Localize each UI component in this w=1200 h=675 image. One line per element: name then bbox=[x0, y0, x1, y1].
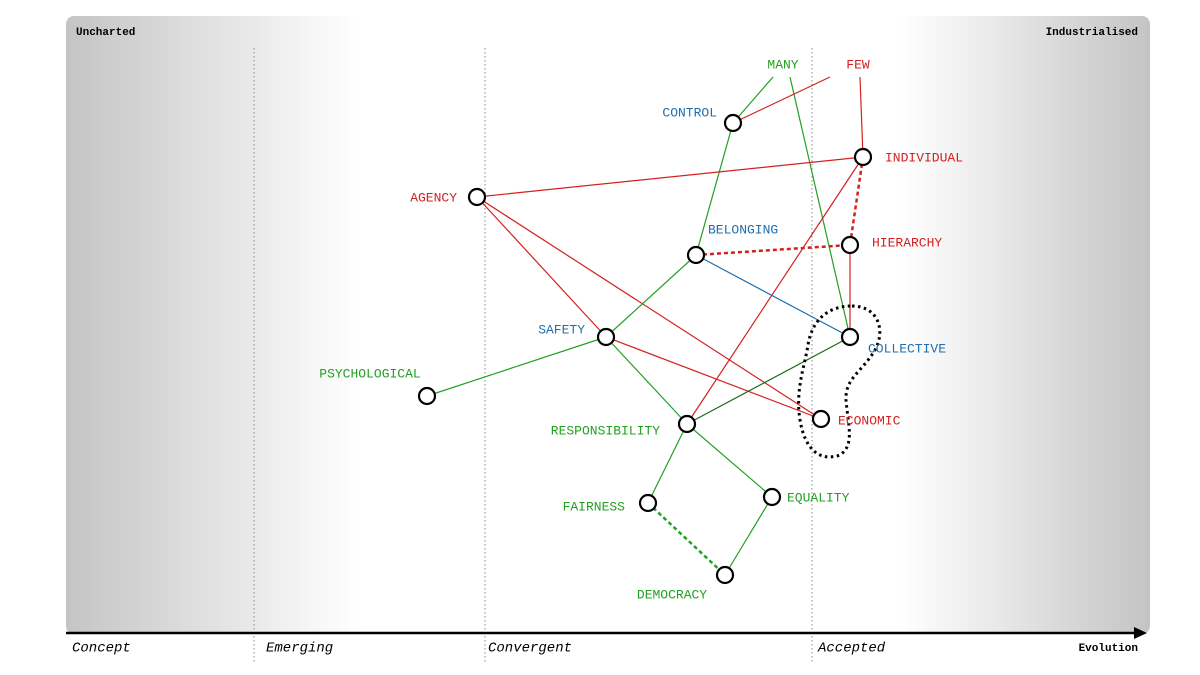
node-label: ECONOMIC bbox=[838, 413, 901, 428]
connector bbox=[732, 76, 774, 124]
connector bbox=[789, 76, 851, 338]
stage-label: Convergent bbox=[488, 641, 572, 657]
node bbox=[723, 113, 743, 133]
axis-arrow bbox=[1134, 627, 1147, 639]
node-label: CONTROL bbox=[662, 105, 717, 120]
node bbox=[417, 386, 437, 406]
stage-label: Emerging bbox=[266, 641, 333, 657]
corner-label: Uncharted bbox=[76, 27, 135, 39]
node bbox=[715, 565, 735, 585]
connector bbox=[476, 196, 822, 420]
map-background bbox=[66, 16, 1150, 634]
connector bbox=[647, 423, 688, 504]
node-label: DEMOCRACY bbox=[637, 587, 707, 602]
node bbox=[762, 487, 782, 507]
connector bbox=[605, 336, 822, 420]
node-label: EQUALITY bbox=[787, 490, 850, 505]
connector bbox=[732, 76, 831, 124]
stage-label: Concept bbox=[72, 641, 131, 657]
connector bbox=[476, 156, 864, 198]
node bbox=[686, 245, 706, 265]
node bbox=[840, 327, 860, 347]
node-label: FEW bbox=[846, 57, 870, 72]
node-label: MANY bbox=[767, 57, 798, 72]
connector bbox=[724, 496, 773, 576]
node bbox=[677, 414, 697, 434]
node-label: BELONGING bbox=[708, 222, 778, 237]
node bbox=[638, 493, 658, 513]
node bbox=[811, 409, 831, 429]
connector bbox=[686, 423, 773, 498]
connector bbox=[647, 502, 726, 576]
connector bbox=[695, 122, 734, 256]
node bbox=[840, 235, 860, 255]
corner-label: Industrialised bbox=[1046, 27, 1138, 39]
node bbox=[853, 147, 873, 167]
axis-label: Evolution bbox=[1079, 643, 1138, 655]
node-label: RESPONSIBILITY bbox=[551, 423, 660, 438]
connector bbox=[686, 336, 851, 425]
node-label: FAIRNESS bbox=[563, 499, 626, 514]
connector bbox=[695, 254, 851, 338]
connector bbox=[695, 243, 851, 257]
node bbox=[596, 327, 616, 347]
highlight-outline bbox=[797, 304, 882, 459]
node-label: HIERARCHY bbox=[872, 235, 942, 250]
connector bbox=[476, 196, 607, 338]
node bbox=[467, 187, 487, 207]
connector bbox=[605, 254, 697, 338]
stage-label: Accepted bbox=[817, 641, 886, 657]
connector bbox=[426, 336, 607, 397]
node-label: PSYCHOLOGICAL bbox=[319, 366, 420, 381]
node-label: COLLECTIVE bbox=[868, 341, 946, 356]
node-label: SAFETY bbox=[538, 322, 585, 337]
connector bbox=[859, 76, 864, 158]
node-label: INDIVIDUAL bbox=[885, 150, 963, 165]
connector bbox=[605, 336, 688, 425]
connector bbox=[848, 156, 865, 246]
node-label: AGENCY bbox=[410, 190, 457, 205]
